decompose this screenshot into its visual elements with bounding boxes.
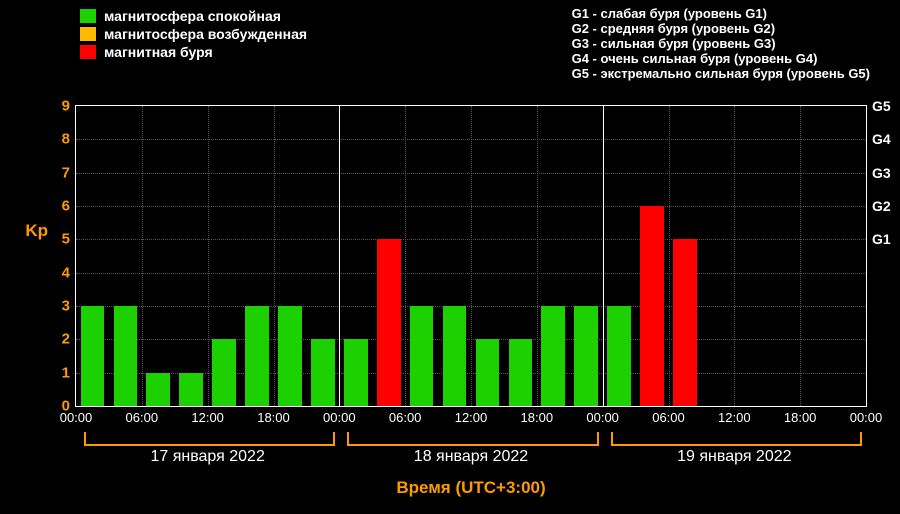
kp-bar xyxy=(311,339,335,406)
kp-bar xyxy=(673,239,697,406)
day-label: 17 января 2022 xyxy=(150,448,264,466)
y-tick-label: 5 xyxy=(62,231,70,248)
day-separator xyxy=(603,106,604,406)
y-tick-label: 3 xyxy=(62,298,70,315)
legend-item: магнитосфера возбужденная xyxy=(80,26,307,42)
kp-index-chart: магнитосфера спокойная магнитосфера возб… xyxy=(0,0,900,514)
x-tick-label: 00:00 xyxy=(850,410,883,425)
gridline-v xyxy=(537,106,538,406)
g-axis-label: G3 xyxy=(872,165,891,181)
legend-label: магнитная буря xyxy=(104,44,213,60)
gridline-v xyxy=(471,106,472,406)
legend: магнитосфера спокойная магнитосфера возб… xyxy=(80,8,307,62)
x-tick-label: 18:00 xyxy=(784,410,817,425)
kp-bar xyxy=(607,306,631,406)
kp-bar xyxy=(574,306,598,406)
kp-bar xyxy=(509,339,533,406)
gridline-v xyxy=(734,106,735,406)
x-tick-label: 06:00 xyxy=(389,410,422,425)
kp-bar xyxy=(541,306,565,406)
kp-bar xyxy=(443,306,467,406)
g-level-legend: G1 - слабая буря (уровень G1) G2 - средн… xyxy=(572,6,870,81)
g-level-row: G4 - очень сильная буря (уровень G4) xyxy=(572,51,870,66)
day-label: 19 января 2022 xyxy=(677,448,791,466)
g-level-row: G3 - сильная буря (уровень G3) xyxy=(572,36,870,51)
y-tick-label: 6 xyxy=(62,198,70,215)
y-tick-label: 9 xyxy=(62,98,70,115)
legend-label: магнитосфера спокойная xyxy=(104,8,281,24)
plot-area: Kp Время (UTC+3:00) 0123456789G1G2G3G4G5… xyxy=(75,105,867,407)
legend-item: магнитная буря xyxy=(80,44,307,60)
legend-swatch-excited xyxy=(80,27,96,41)
x-axis-title: Время (UTC+3:00) xyxy=(396,478,545,498)
y-tick-label: 7 xyxy=(62,164,70,181)
day-bracket xyxy=(611,432,863,446)
day-label: 18 января 2022 xyxy=(414,448,528,466)
kp-bar xyxy=(410,306,434,406)
legend-swatch-storm xyxy=(80,45,96,59)
x-tick-label: 18:00 xyxy=(521,410,554,425)
kp-bar xyxy=(212,339,236,406)
g-level-row: G5 - экстремально сильная буря (уровень … xyxy=(572,66,870,81)
kp-bar xyxy=(146,373,170,406)
x-tick-label: 06:00 xyxy=(126,410,159,425)
legend-label: магнитосфера возбужденная xyxy=(104,26,307,42)
kp-bar xyxy=(344,339,368,406)
day-separator xyxy=(339,106,340,406)
kp-bar xyxy=(179,373,203,406)
x-tick-label: 12:00 xyxy=(455,410,488,425)
gridline-v xyxy=(405,106,406,406)
x-tick-label: 12:00 xyxy=(191,410,224,425)
g-axis-label: G4 xyxy=(872,131,891,147)
y-tick-label: 1 xyxy=(62,364,70,381)
g-axis-label: G2 xyxy=(872,198,891,214)
gridline-v xyxy=(800,106,801,406)
y-axis-title: Kp xyxy=(25,221,48,241)
g-level-row: G1 - слабая буря (уровень G1) xyxy=(572,6,870,21)
gridline-v xyxy=(274,106,275,406)
x-tick-label: 00:00 xyxy=(586,410,619,425)
y-tick-label: 8 xyxy=(62,131,70,148)
day-bracket xyxy=(347,432,599,446)
y-tick-label: 2 xyxy=(62,331,70,348)
kp-bar xyxy=(114,306,138,406)
day-bracket xyxy=(84,432,336,446)
legend-item: магнитосфера спокойная xyxy=(80,8,307,24)
x-tick-label: 12:00 xyxy=(718,410,751,425)
x-tick-label: 18:00 xyxy=(257,410,290,425)
kp-bar xyxy=(81,306,105,406)
kp-bar xyxy=(377,239,401,406)
gridline-v xyxy=(142,106,143,406)
gridline-v xyxy=(208,106,209,406)
legend-swatch-calm xyxy=(80,9,96,23)
g-axis-label: G1 xyxy=(872,231,891,247)
kp-bar xyxy=(640,206,664,406)
kp-bar xyxy=(245,306,269,406)
g-axis-label: G5 xyxy=(872,98,891,114)
kp-bar xyxy=(278,306,302,406)
x-tick-label: 00:00 xyxy=(323,410,356,425)
x-tick-label: 06:00 xyxy=(652,410,685,425)
y-tick-label: 4 xyxy=(62,264,70,281)
gridline-v xyxy=(669,106,670,406)
g-level-row: G2 - средняя буря (уровень G2) xyxy=(572,21,870,36)
x-tick-label: 00:00 xyxy=(60,410,93,425)
kp-bar xyxy=(476,339,500,406)
